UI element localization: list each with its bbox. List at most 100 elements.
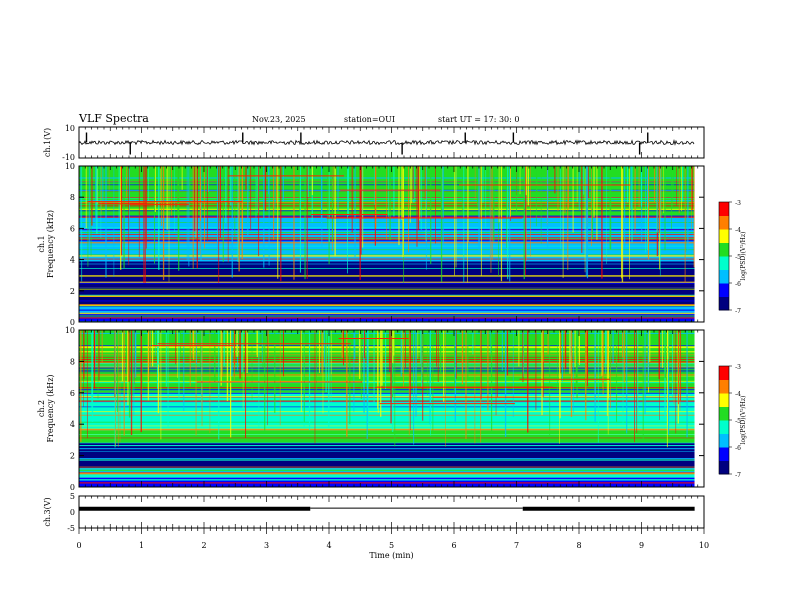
colorbar-cell xyxy=(719,256,729,260)
ytick-label: 4 xyxy=(70,256,75,265)
colorbar-tick-label: -4 xyxy=(735,391,741,398)
colorbar-cell xyxy=(719,463,729,467)
colorbar-cell xyxy=(719,384,729,389)
colorbar-cell xyxy=(719,471,729,475)
xticks-panel xyxy=(78,166,705,322)
colorbar-cell xyxy=(719,204,729,208)
colorbar-cell xyxy=(719,288,729,292)
ytick-label: 4 xyxy=(70,420,75,429)
station-label: station=OUI xyxy=(344,115,395,124)
colorbar-cell xyxy=(719,234,729,238)
colorbar-cell xyxy=(719,465,729,470)
colorbar-cell xyxy=(719,417,729,421)
colorbar-cell xyxy=(719,299,729,303)
xtick-label: 10 xyxy=(699,541,709,550)
colorbar-cell xyxy=(719,414,729,418)
colorbar-cell xyxy=(719,376,729,380)
colorbar-tick-label: -4 xyxy=(735,227,741,234)
colorbar-tick-label: -3 xyxy=(735,364,741,371)
figure-title: VLF Spectra xyxy=(79,112,149,125)
colorbar-cell xyxy=(719,430,729,434)
colorbar-cell xyxy=(719,280,729,284)
colorbar-label: log(PSD)(V²/Hz) xyxy=(740,396,747,445)
ch3-ytick-label: 0 xyxy=(70,508,75,517)
spectrogram-ylabel: Frequency (kHz) xyxy=(46,210,55,278)
spectrogram-nodata xyxy=(694,330,704,487)
colorbar-cell xyxy=(719,253,729,257)
colorbar-cell xyxy=(719,433,729,437)
spectrogram-band xyxy=(79,287,695,307)
date-label: Nov.23, 2025 xyxy=(252,115,306,124)
colorbar-cell xyxy=(719,438,729,443)
ch3-ytick-label: -5 xyxy=(67,524,75,533)
colorbar-tick-label: -5 xyxy=(735,418,741,425)
colorbar-cell xyxy=(719,460,729,464)
colorbar-cell xyxy=(719,277,729,281)
colorbar-cell xyxy=(719,207,729,211)
xtick-label: 7 xyxy=(514,541,519,550)
colorbar-cell xyxy=(719,231,729,235)
colorbar-tick-label: -3 xyxy=(735,200,741,207)
xtick-label: 9 xyxy=(639,541,644,550)
colorbar-cell xyxy=(719,220,729,225)
colorbar-cell xyxy=(719,401,729,405)
colorbar-cell xyxy=(719,229,729,233)
colorbar-cell xyxy=(719,420,729,424)
colorbar-cell xyxy=(719,285,729,289)
colorbar-cell xyxy=(719,242,729,246)
colorbar-cell xyxy=(719,428,729,432)
colorbar-cell xyxy=(719,379,729,383)
colorbar: -3 -4 -5 -6 -7 log(PSD)(V²/Hz) xyxy=(718,364,747,479)
colorbar-cell xyxy=(719,274,729,279)
ch1-waveform-panel: 10 -10 ch.1(V) xyxy=(43,124,705,162)
ch1-spectrogram-panel: 0 2 4 6 8 10 ch.1 Frequency (kHz) -3 -4 -5 -6 -7 log(… xyxy=(37,162,747,327)
xtick-label: 5 xyxy=(389,541,394,550)
ytick-label: 10 xyxy=(65,326,75,335)
spectrogram-band xyxy=(79,443,695,469)
spectrogram-band xyxy=(79,430,695,444)
colorbar-cell xyxy=(719,218,729,222)
colorbar-cell xyxy=(719,447,729,451)
colorbar-cell xyxy=(719,371,729,375)
colorbar-cell xyxy=(719,436,729,440)
ytick-label: 2 xyxy=(70,452,75,461)
spectrogram-channel-label: ch.1 xyxy=(37,235,46,252)
colorbar-cell xyxy=(719,223,729,227)
colorbar-cell xyxy=(719,239,729,243)
colorbar-cell xyxy=(719,393,729,397)
spectrogram-nodata xyxy=(694,166,704,322)
colorbar-cell xyxy=(719,307,729,311)
colorbar-cell xyxy=(719,272,729,276)
ytick-label: 2 xyxy=(70,287,75,296)
colorbar-cell xyxy=(719,387,729,391)
ytick-label: 6 xyxy=(70,389,75,398)
ch1-ytick-label: 10 xyxy=(65,124,75,133)
colorbar-cell xyxy=(719,247,729,252)
colorbar-cell xyxy=(719,455,729,459)
spectrogram-channel-label: ch.2 xyxy=(37,400,46,417)
colorbar-cell xyxy=(719,425,729,429)
colorbar-cell xyxy=(719,390,729,394)
ch3-ytick-label: 5 xyxy=(70,492,75,501)
xtick-label: 0 xyxy=(76,541,81,550)
ytick-label: 0 xyxy=(70,483,75,492)
colorbar-cell xyxy=(719,395,729,399)
xticks-panel xyxy=(78,496,705,534)
colorbar-cell xyxy=(719,202,729,206)
colorbar-cell xyxy=(719,409,729,413)
colorbar-cell xyxy=(719,237,729,241)
colorbar-cell xyxy=(719,264,729,268)
start-time-label: start UT = 17: 30: 0 xyxy=(438,115,520,124)
colorbar-tick-label: -7 xyxy=(735,472,741,479)
colorbar-tick-label: -5 xyxy=(735,254,741,261)
colorbar-cell xyxy=(719,266,729,270)
ch3-ylabel: ch.3(V) xyxy=(43,497,52,526)
colorbar-cell xyxy=(719,452,729,456)
colorbar-cell xyxy=(719,304,729,308)
colorbar-label: log(PSD)(V²/Hz) xyxy=(740,232,747,281)
ch1-ytick-label: -10 xyxy=(62,153,75,162)
colorbar-cell xyxy=(719,269,729,273)
colorbar-cell xyxy=(719,457,729,461)
colorbar-cell xyxy=(719,382,729,386)
